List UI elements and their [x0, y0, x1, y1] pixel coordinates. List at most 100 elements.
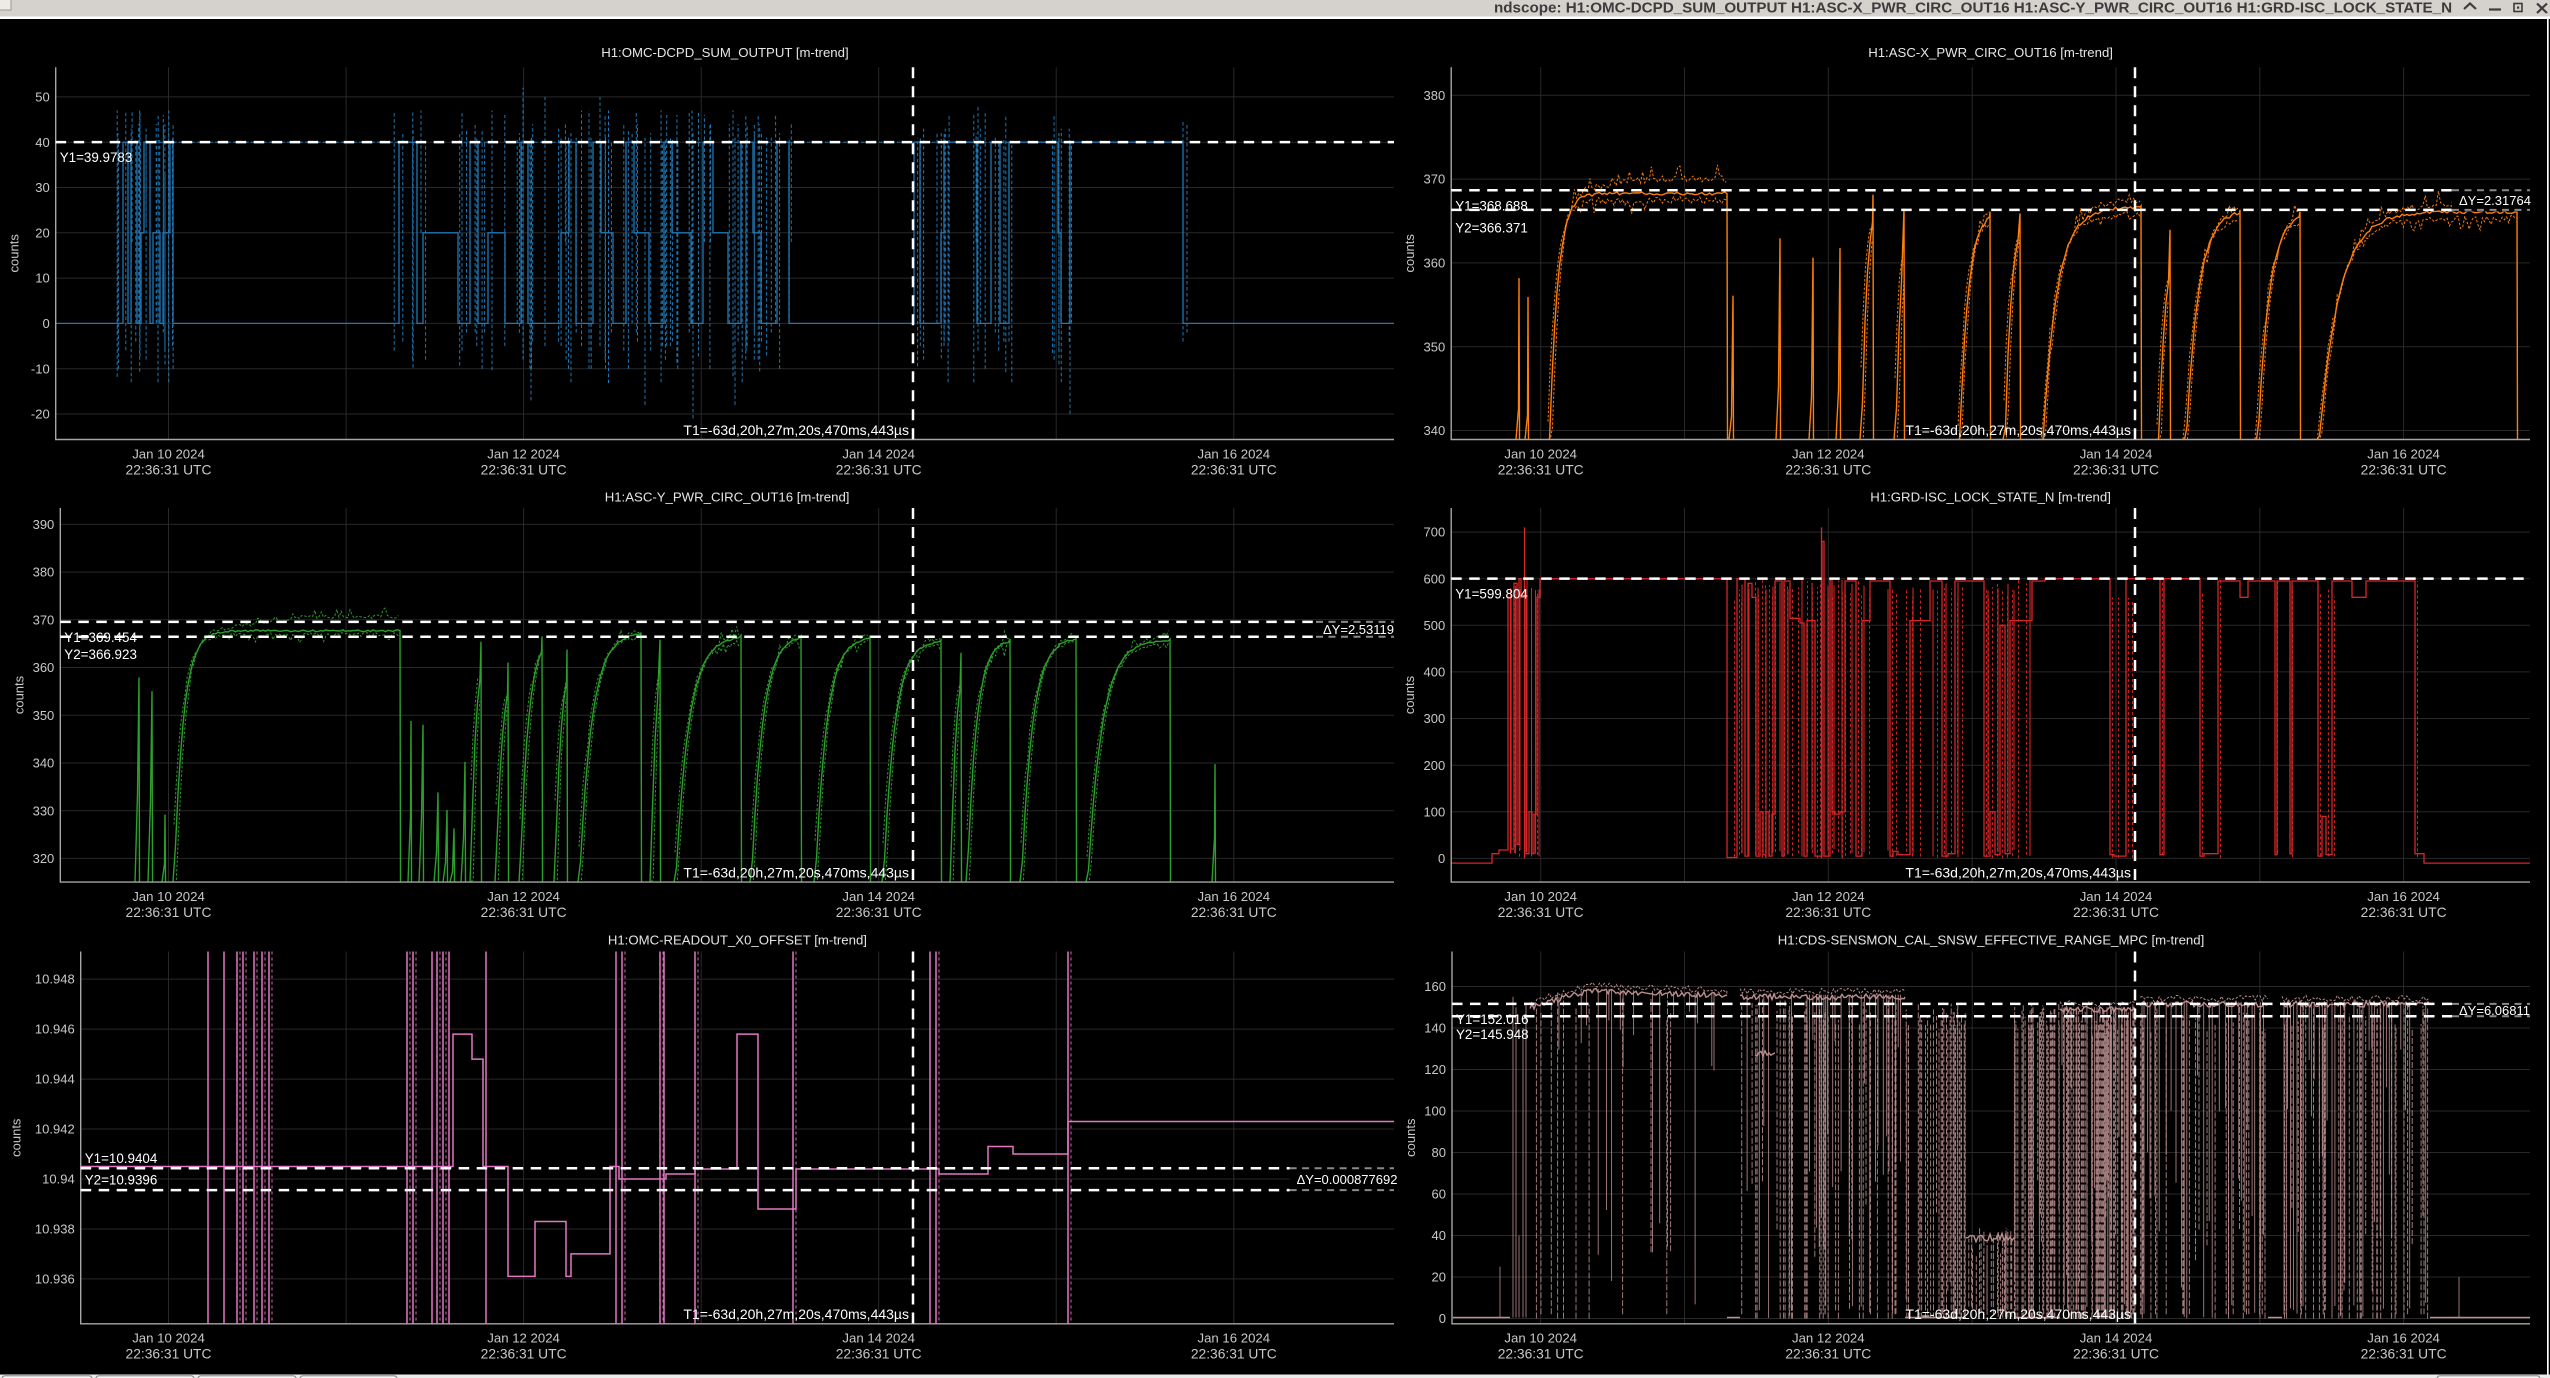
svg-text:22:36:31 UTC: 22:36:31 UTC [1191, 905, 1277, 920]
svg-text:350: 350 [1423, 339, 1445, 354]
svg-text:Y1=39.9783: Y1=39.9783 [60, 150, 133, 165]
svg-text:50: 50 [35, 90, 49, 105]
svg-text:Jan 12 2024: Jan 12 2024 [487, 889, 560, 904]
svg-text:H1:ASC-X_PWR_CIRC_OUT16 [m-tre: H1:ASC-X_PWR_CIRC_OUT16 [m-trend] [1868, 45, 2113, 60]
svg-text:22:36:31 UTC: 22:36:31 UTC [2361, 462, 2447, 477]
svg-text:10.942: 10.942 [35, 1122, 75, 1137]
svg-text:140: 140 [1424, 1021, 1446, 1036]
svg-text:340: 340 [1423, 423, 1445, 438]
svg-text:380: 380 [1423, 88, 1445, 103]
svg-text:320: 320 [33, 851, 55, 866]
svg-text:22:36:31 UTC: 22:36:31 UTC [1785, 1347, 1871, 1362]
svg-text:-10: -10 [31, 361, 50, 376]
svg-text:120: 120 [1424, 1062, 1446, 1077]
svg-text:300: 300 [1423, 711, 1445, 726]
svg-text:40: 40 [1432, 1228, 1446, 1243]
svg-text:Jan 10 2024: Jan 10 2024 [132, 889, 205, 904]
svg-text:22:36:31 UTC: 22:36:31 UTC [1498, 905, 1584, 920]
svg-text:360: 360 [1423, 256, 1445, 271]
svg-text:T1=-63d,20h,27m,20s,470ms,443µ: T1=-63d,20h,27m,20s,470ms,443µs [683, 1306, 909, 1322]
svg-text:22:36:31 UTC: 22:36:31 UTC [1785, 905, 1871, 920]
svg-text:H1:CDS-SENSMON_CAL_SNSW_EFFECT: H1:CDS-SENSMON_CAL_SNSW_EFFECTIVE_RANGE_… [1778, 932, 2205, 947]
svg-text:80: 80 [1432, 1145, 1446, 1160]
svg-text:Jan 12 2024: Jan 12 2024 [1792, 446, 1865, 461]
svg-text:T1=-63d,20h,27m,20s,470ms,443µ: T1=-63d,20h,27m,20s,470ms,443µs [683, 422, 909, 438]
svg-text:Jan 14 2024: Jan 14 2024 [842, 1331, 915, 1346]
svg-text:counts: counts [11, 675, 26, 714]
svg-text:Y1=599.804: Y1=599.804 [1455, 587, 1528, 602]
svg-text:Y2=10.9396: Y2=10.9396 [85, 1173, 158, 1188]
svg-text:390: 390 [33, 517, 55, 532]
svg-text:22:36:31 UTC: 22:36:31 UTC [1498, 1347, 1584, 1362]
svg-text:22:36:31 UTC: 22:36:31 UTC [1191, 462, 1277, 477]
svg-text:Jan 12 2024: Jan 12 2024 [487, 446, 560, 461]
svg-text:22:36:31 UTC: 22:36:31 UTC [836, 1347, 922, 1362]
svg-text:22:36:31 UTC: 22:36:31 UTC [836, 905, 922, 920]
svg-text:Y1=369.454: Y1=369.454 [64, 630, 137, 645]
svg-text:Y2=366.371: Y2=366.371 [1455, 220, 1528, 235]
svg-text:22:36:31 UTC: 22:36:31 UTC [836, 462, 922, 477]
svg-text:Jan 14 2024: Jan 14 2024 [842, 889, 915, 904]
svg-text:60: 60 [1432, 1187, 1446, 1202]
svg-text:Jan 12 2024: Jan 12 2024 [1792, 1331, 1865, 1346]
svg-text:22:36:31 UTC: 22:36:31 UTC [1785, 462, 1871, 477]
svg-text:Jan 16 2024: Jan 16 2024 [2367, 889, 2440, 904]
svg-text:T1=-63d,20h,27m,20s,470ms,443µ: T1=-63d,20h,27m,20s,470ms,443µs [1905, 864, 2131, 880]
svg-text:counts: counts [1402, 675, 1417, 714]
svg-text:10.944: 10.944 [35, 1072, 75, 1087]
svg-text:22:36:31 UTC: 22:36:31 UTC [126, 1347, 212, 1362]
svg-text:counts: counts [9, 1118, 24, 1157]
svg-text:Y2=366.923: Y2=366.923 [64, 647, 137, 662]
svg-text:Jan 14 2024: Jan 14 2024 [2080, 889, 2153, 904]
svg-text:Y1=10.9404: Y1=10.9404 [85, 1151, 158, 1166]
svg-text:370: 370 [33, 612, 55, 627]
svg-text:10.938: 10.938 [35, 1222, 75, 1237]
svg-text:22:36:31 UTC: 22:36:31 UTC [126, 905, 212, 920]
svg-text:380: 380 [33, 565, 55, 580]
svg-text:160: 160 [1424, 979, 1446, 994]
svg-text:ΔY=2.53119: ΔY=2.53119 [1323, 622, 1394, 637]
svg-text:400: 400 [1423, 665, 1445, 680]
svg-text:700: 700 [1423, 525, 1445, 540]
svg-text:H1:ASC-Y_PWR_CIRC_OUT16 [m-tre: H1:ASC-Y_PWR_CIRC_OUT16 [m-trend] [605, 489, 850, 504]
svg-text:ΔY=2.31764: ΔY=2.31764 [2459, 193, 2531, 208]
svg-text:100: 100 [1424, 1104, 1446, 1119]
svg-text:Y1=368.688: Y1=368.688 [1455, 198, 1528, 213]
svg-text:Jan 14 2024: Jan 14 2024 [2080, 446, 2153, 461]
svg-text:22:36:31 UTC: 22:36:31 UTC [481, 1347, 567, 1362]
svg-text:ndscope: H1:OMC-DCPD_SUM_OUTPU: ndscope: H1:OMC-DCPD_SUM_OUTPUT H1:ASC-X… [1494, 0, 2452, 17]
svg-text:22:36:31 UTC: 22:36:31 UTC [2073, 1347, 2159, 1362]
svg-text:Jan 12 2024: Jan 12 2024 [1792, 889, 1865, 904]
svg-text:330: 330 [33, 803, 55, 818]
svg-text:ΔY=0.000877692: ΔY=0.000877692 [1297, 1172, 1398, 1187]
svg-text:H1:OMC-READOUT_X0_OFFSET [m-tr: H1:OMC-READOUT_X0_OFFSET [m-trend] [608, 932, 867, 947]
svg-text:22:36:31 UTC: 22:36:31 UTC [2361, 1347, 2447, 1362]
svg-text:Y2=145.948: Y2=145.948 [1456, 1027, 1529, 1042]
svg-text:ΔY=6.06811: ΔY=6.06811 [2459, 1003, 2530, 1018]
svg-text:370: 370 [1423, 172, 1445, 187]
svg-text:10.94: 10.94 [42, 1172, 75, 1187]
svg-text:H1:GRD-ISC_LOCK_STATE_N [m-tre: H1:GRD-ISC_LOCK_STATE_N [m-trend] [1870, 489, 2111, 504]
svg-text:Jan 10 2024: Jan 10 2024 [1504, 889, 1577, 904]
svg-text:22:36:31 UTC: 22:36:31 UTC [481, 905, 567, 920]
svg-text:10.948: 10.948 [35, 972, 75, 987]
svg-text:0: 0 [1439, 1311, 1446, 1326]
svg-text:500: 500 [1423, 618, 1445, 633]
svg-text:T1=-63d,20h,27m,20s,470ms,443µ: T1=-63d,20h,27m,20s,470ms,443µs [1905, 422, 2131, 438]
svg-text:0: 0 [42, 316, 49, 331]
svg-text:30: 30 [35, 180, 49, 195]
svg-text:Jan 16 2024: Jan 16 2024 [1197, 889, 1270, 904]
svg-text:T1=-63d,20h,27m,20s,470ms,443µ: T1=-63d,20h,27m,20s,470ms,443µs [683, 864, 909, 880]
svg-text:20: 20 [1432, 1270, 1446, 1285]
svg-text:22:36:31 UTC: 22:36:31 UTC [481, 462, 567, 477]
svg-text:40: 40 [35, 135, 49, 150]
svg-text:10.946: 10.946 [35, 1022, 75, 1037]
svg-text:Jan 16 2024: Jan 16 2024 [2367, 446, 2440, 461]
svg-text:Jan 16 2024: Jan 16 2024 [1197, 446, 1270, 461]
svg-text:10: 10 [35, 271, 49, 286]
svg-text:22:36:31 UTC: 22:36:31 UTC [2073, 905, 2159, 920]
svg-text:Jan 12 2024: Jan 12 2024 [487, 1331, 560, 1346]
svg-text:Jan 10 2024: Jan 10 2024 [132, 446, 205, 461]
svg-text:22:36:31 UTC: 22:36:31 UTC [2361, 905, 2447, 920]
svg-text:-20: -20 [31, 407, 50, 422]
